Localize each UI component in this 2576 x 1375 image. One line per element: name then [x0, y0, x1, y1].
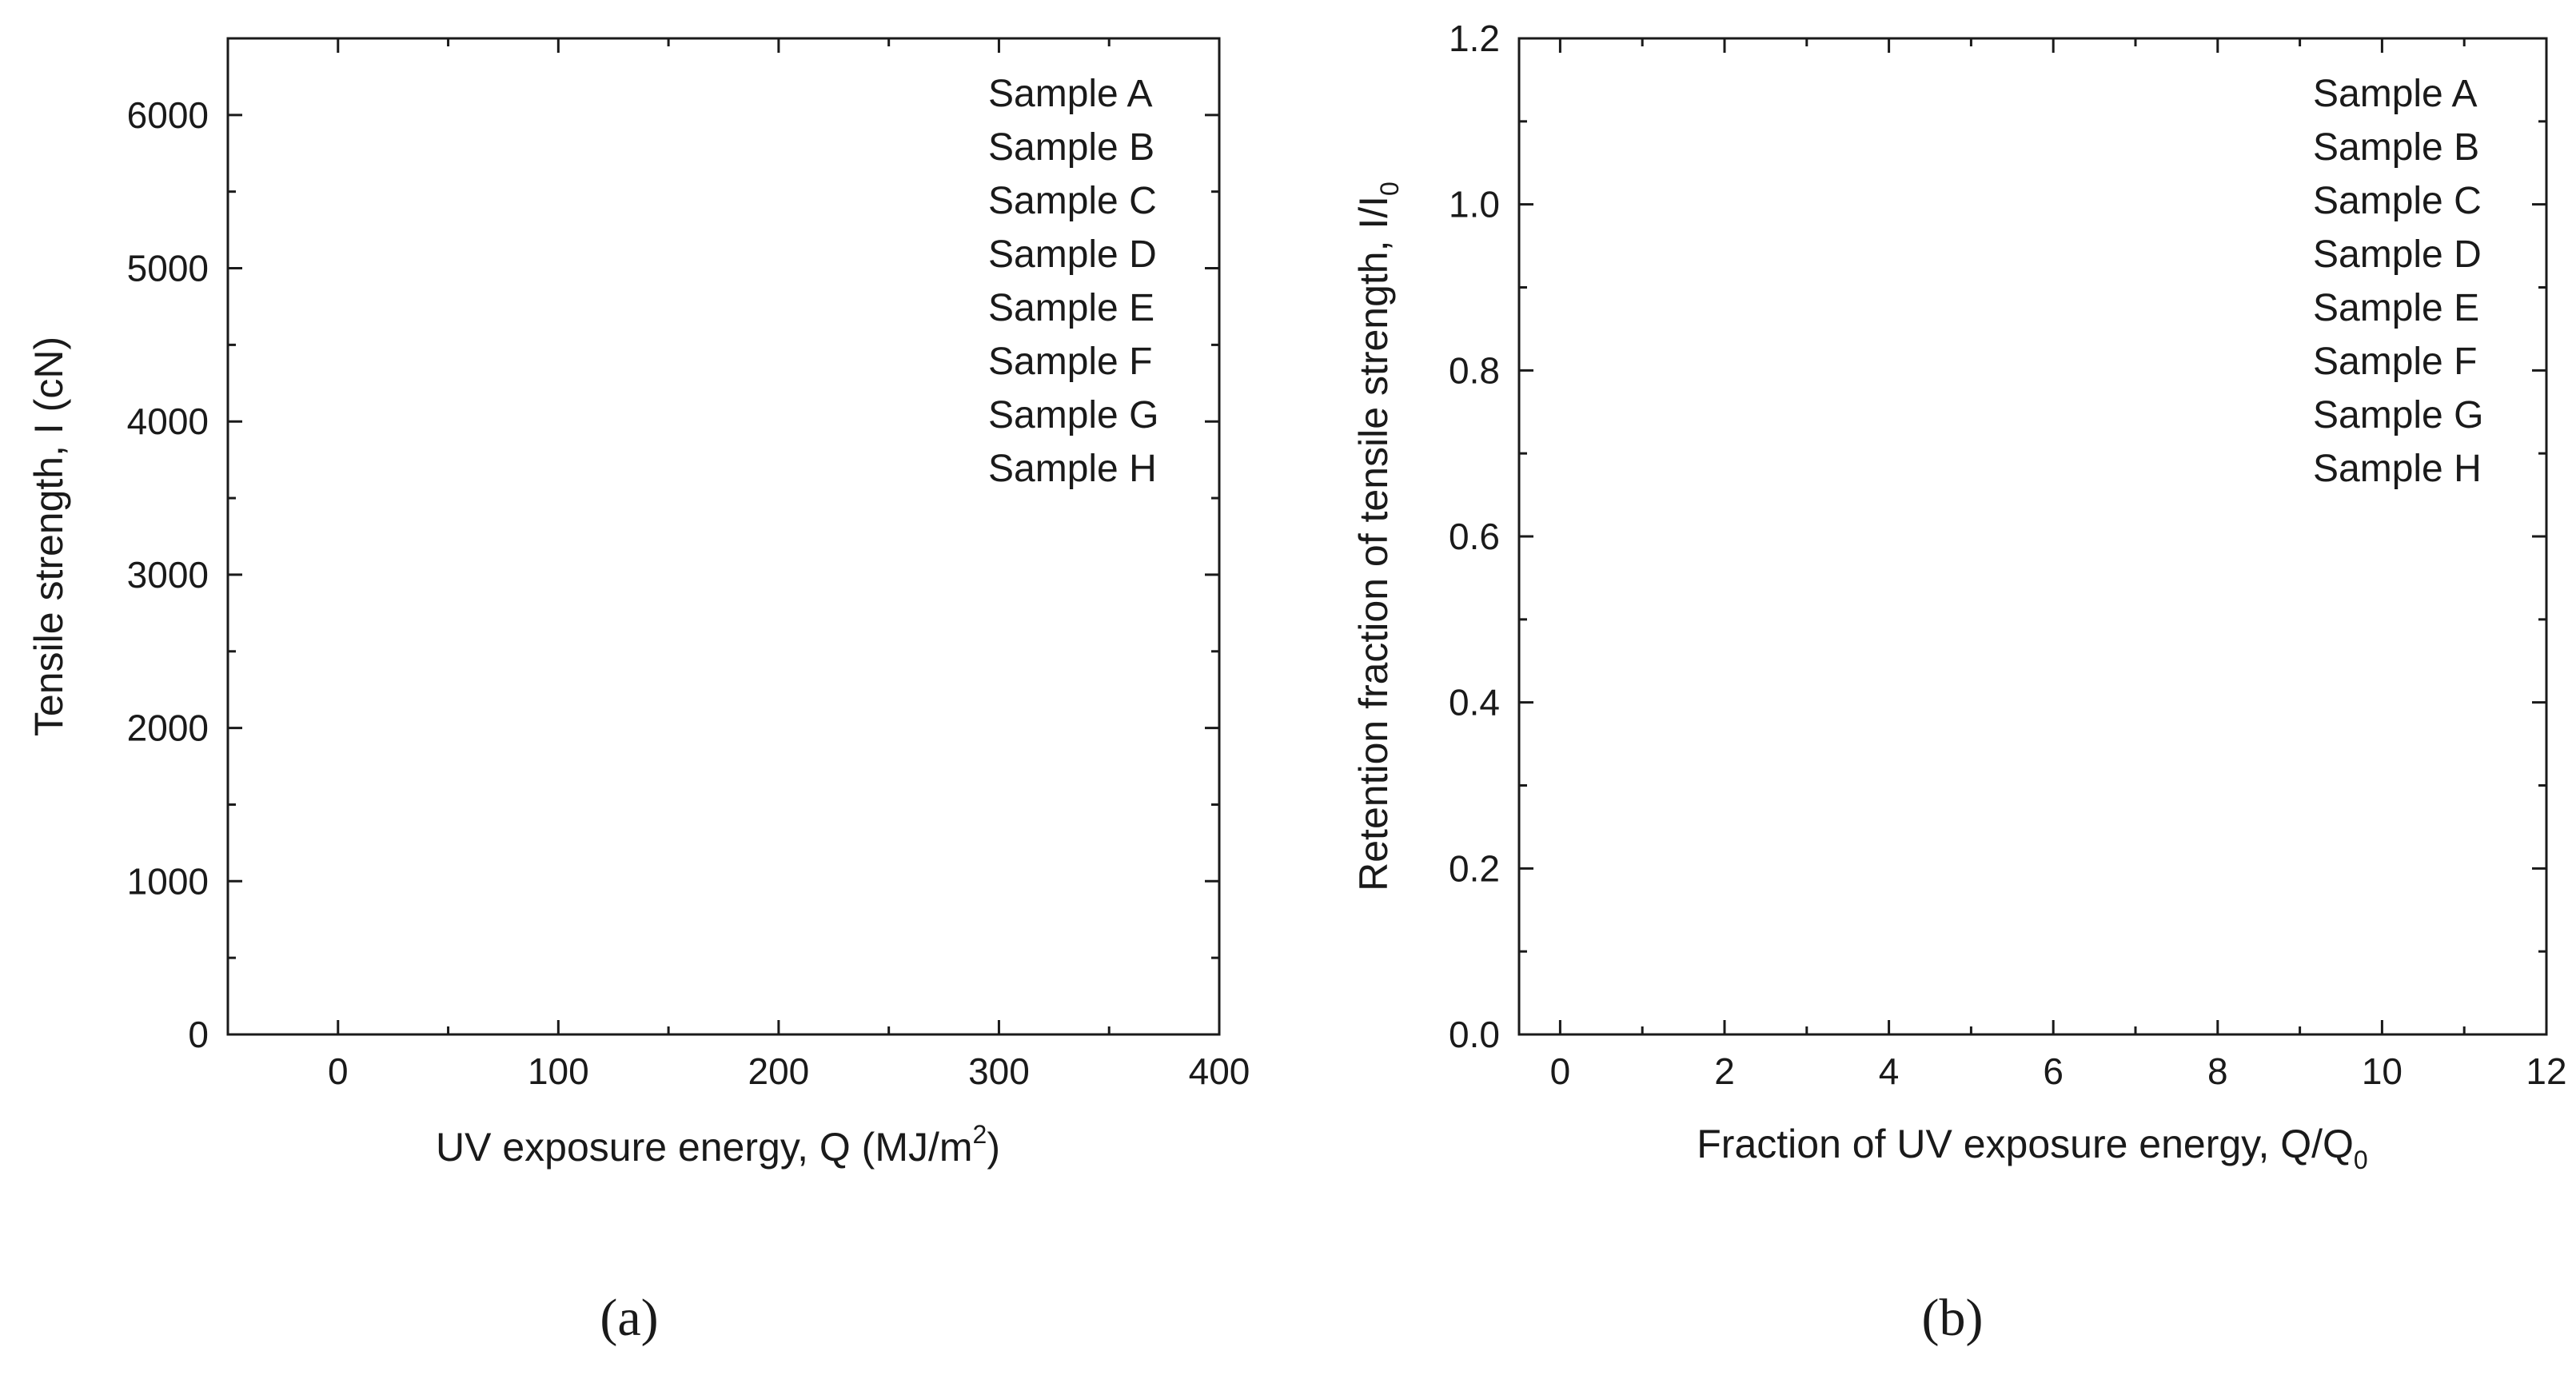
y-tick-label: 0.0 [1449, 1014, 1500, 1055]
sample-a-legend-label: Sample A [2313, 73, 2477, 115]
x-tick-label: 2 [1714, 1050, 1735, 1092]
x-tick-label: 4 [1879, 1050, 1900, 1092]
x-tick-label: 0 [328, 1050, 349, 1092]
y-tick-label: 1.2 [1449, 18, 1500, 59]
panel-b-x-axis-title: Fraction of UV exposure energy, Q/Q0 [1697, 1122, 2367, 1174]
y-tick-label: 3000 [127, 554, 209, 596]
y-tick-label: 0.8 [1449, 349, 1500, 391]
sample-c-legend-label: Sample C [2313, 180, 2482, 222]
sample-b-legend-label: Sample B [988, 126, 1154, 169]
x-tick-label: 400 [1189, 1050, 1250, 1092]
x-tick-label: 300 [968, 1050, 1030, 1092]
x-tick-label: 8 [2207, 1050, 2228, 1092]
x-tick-label: 0 [1550, 1050, 1571, 1092]
sample-e-legend-label: Sample E [988, 287, 1154, 329]
panel-a-y-axis-title: Tensile strength, I (cN) [26, 337, 71, 736]
panel-a-label: (a) [600, 1289, 658, 1347]
y-tick-label: 0 [188, 1014, 209, 1055]
y-tick-label: 0.4 [1449, 682, 1500, 723]
y-tick-label: 4000 [127, 401, 209, 442]
panel-b-chart: 0 2 4 6 8 10 120.00.20.40.60.81.01.2 Sample AS… [1351, 18, 2567, 1347]
panel-a-plot-frame [226, 37, 1221, 1036]
panel-b-ticks: 0 2 4 6 8 10 12 0.0 0.2 0.4 0.6 0.8 1.0 1.2 [1449, 18, 2567, 1092]
sample-g-legend-label: Sample G [2313, 394, 2483, 436]
panel-a-x-axis-title: UV exposure energy, Q (MJ/m2) [436, 1120, 1000, 1170]
panel-b-label: (b) [1922, 1289, 1984, 1347]
y-tick-label: 1000 [127, 860, 209, 902]
y-tick-label: 6000 [127, 94, 209, 136]
sample-d-legend-label: Sample D [988, 233, 1157, 276]
x-tick-label: 6 [2043, 1050, 2064, 1092]
sample-e-legend-label: Sample E [2313, 287, 2479, 329]
sample-h-legend-label: Sample H [2313, 448, 2482, 490]
x-tick-label: 10 [2362, 1050, 2403, 1092]
y-tick-label: 1.0 [1449, 184, 1500, 225]
panel-b-legend: Sample A Sample B Sample C Sample D Sample E… [2313, 73, 2483, 490]
x-tick-label: 200 [748, 1050, 810, 1092]
sample-d-legend-label: Sample D [2313, 233, 2482, 276]
x-tick-label: 100 [528, 1050, 589, 1092]
sample-f-legend-label: Sample F [988, 341, 1152, 383]
y-tick-label: 0.2 [1449, 847, 1500, 889]
sample-b-legend-label: Sample B [2313, 126, 2479, 169]
sample-g-legend-label: Sample G [988, 394, 1158, 436]
y-tick-label: 5000 [127, 248, 209, 289]
sample-a-legend-label: Sample A [988, 73, 1152, 115]
y-tick-label: 2000 [127, 707, 209, 749]
y-tick-label: 0.6 [1449, 516, 1500, 557]
panel-a-legend: Sample A Sample B Sample C Sample D Sample E… [988, 73, 1158, 490]
sample-c-legend-label: Sample C [988, 180, 1157, 222]
panel-b-y-axis-title: Retention fraction of tensile strength, … [1351, 181, 1404, 891]
sample-h-legend-label: Sample H [988, 448, 1157, 490]
x-tick-label: 12 [2526, 1050, 2566, 1092]
sample-f-legend-label: Sample F [2313, 341, 2477, 383]
